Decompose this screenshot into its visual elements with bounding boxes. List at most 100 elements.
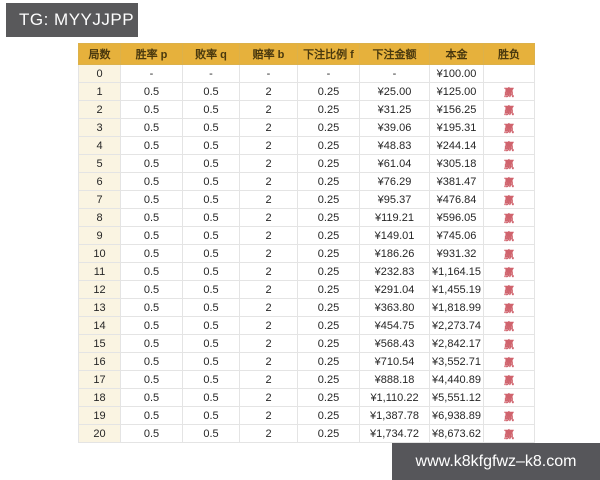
table-cell: 0.25 (297, 298, 360, 317)
table-cell: 0.5 (120, 136, 183, 155)
table-cell: 0.5 (120, 424, 183, 443)
table-row: 6 0.5 0.5 2 0.25 ¥76.29 ¥381.47 赢 (78, 172, 535, 191)
table-cell: 0.25 (297, 226, 360, 245)
table-cell: - (239, 64, 298, 83)
column-header-loss-rate: 败率 q (182, 43, 240, 65)
table-row: 5 0.5 0.5 2 0.25 ¥61.04 ¥305.18 赢 (78, 154, 535, 173)
table-cell: ¥195.31 (429, 118, 484, 137)
table-cell: 0.5 (182, 334, 240, 353)
table-cell: 0.25 (297, 208, 360, 227)
table-cell: ¥39.06 (359, 118, 430, 137)
table-row: 20 0.5 0.5 2 0.25 ¥1,734.72 ¥8,673.62 赢 (78, 424, 535, 443)
table-cell: 0.5 (182, 316, 240, 335)
result-cell: 赢 (483, 82, 535, 101)
round-cell: 9 (78, 226, 121, 245)
round-cell: 5 (78, 154, 121, 173)
header-row: 局数 胜率 p 败率 q 赔率 b 下注比例 f 下注金额 本金 胜负 (78, 43, 535, 65)
table-cell: 2 (239, 154, 298, 173)
table-cell: ¥568.43 (359, 334, 430, 353)
result-cell: 赢 (483, 136, 535, 155)
table-cell: 2 (239, 280, 298, 299)
column-header-principal: 本金 (429, 43, 484, 65)
table-cell: 0.5 (120, 190, 183, 209)
table-cell: 0.5 (182, 352, 240, 371)
table-cell: ¥931.32 (429, 244, 484, 263)
kelly-table: 局数 胜率 p 败率 q 赔率 b 下注比例 f 下注金额 本金 胜负 0---… (78, 43, 535, 443)
table-cell: ¥8,673.62 (429, 424, 484, 443)
column-header-result: 胜负 (483, 43, 535, 65)
table-cell: ¥3,552.71 (429, 352, 484, 371)
table-cell: ¥48.83 (359, 136, 430, 155)
table-row: 10 0.5 0.5 2 0.25 ¥186.26 ¥931.32 赢 (78, 244, 535, 263)
table-cell: ¥4,440.89 (429, 370, 484, 389)
table-cell: ¥305.18 (429, 154, 484, 173)
table-cell: 2 (239, 316, 298, 335)
table-cell: ¥1,455.19 (429, 280, 484, 299)
table-cell: 2 (239, 190, 298, 209)
table-cell: 0.5 (120, 370, 183, 389)
table-cell: ¥2,273.74 (429, 316, 484, 335)
table-cell: 0.5 (182, 190, 240, 209)
table-row: 3 0.5 0.5 2 0.25 ¥39.06 ¥195.31 赢 (78, 118, 535, 137)
round-cell: 8 (78, 208, 121, 227)
round-cell: 12 (78, 280, 121, 299)
round-cell: 7 (78, 190, 121, 209)
table-cell: 0.25 (297, 316, 360, 335)
table-cell: ¥149.01 (359, 226, 430, 245)
table-cell: ¥1,164.15 (429, 262, 484, 281)
table-cell: 0.25 (297, 424, 360, 443)
table-cell: ¥454.75 (359, 316, 430, 335)
table-cell: 0.25 (297, 334, 360, 353)
table-cell: ¥100.00 (429, 64, 484, 83)
table-cell: 0.5 (182, 154, 240, 173)
table-cell: 0.5 (120, 280, 183, 299)
result-cell: 赢 (483, 154, 535, 173)
round-cell: 19 (78, 406, 121, 425)
result-cell: 赢 (483, 316, 535, 335)
table-row: 18 0.5 0.5 2 0.25 ¥1,110.22 ¥5,551.12 赢 (78, 388, 535, 407)
table-cell: ¥1,387.78 (359, 406, 430, 425)
round-cell: 13 (78, 298, 121, 317)
table-row: 12 0.5 0.5 2 0.25 ¥291.04 ¥1,455.19 赢 (78, 280, 535, 299)
round-cell: 20 (78, 424, 121, 443)
table-cell: 0.5 (120, 118, 183, 137)
table-cell: 0.5 (182, 82, 240, 101)
table-cell: 0.5 (182, 226, 240, 245)
table-cell: ¥476.84 (429, 190, 484, 209)
table-cell: 0.25 (297, 280, 360, 299)
table-cell: 0.25 (297, 244, 360, 263)
table-cell: 0.5 (182, 208, 240, 227)
table-cell: 0.5 (120, 298, 183, 317)
table-cell: 2 (239, 82, 298, 101)
result-cell: 赢 (483, 100, 535, 119)
table-cell: 0.5 (120, 208, 183, 227)
table-cell: ¥381.47 (429, 172, 484, 191)
table-cell: 0.5 (182, 118, 240, 137)
table-cell: ¥5,551.12 (429, 388, 484, 407)
result-cell: 赢 (483, 424, 535, 443)
table-cell: 0.5 (120, 154, 183, 173)
table-cell: 2 (239, 298, 298, 317)
round-cell: 17 (78, 370, 121, 389)
table-cell: 2 (239, 118, 298, 137)
table-cell: 0.25 (297, 100, 360, 119)
table-cell: ¥596.05 (429, 208, 484, 227)
table-cell: 2 (239, 334, 298, 353)
table-cell: ¥888.18 (359, 370, 430, 389)
table-cell: ¥25.00 (359, 82, 430, 101)
round-cell: 0 (78, 64, 121, 83)
result-cell: 赢 (483, 406, 535, 425)
result-cell: 赢 (483, 172, 535, 191)
table-cell: ¥710.54 (359, 352, 430, 371)
result-cell: 赢 (483, 226, 535, 245)
telegram-banner: TG: MYYJJPP (6, 3, 138, 37)
table-cell: 0.5 (182, 424, 240, 443)
column-header-win-rate: 胜率 p (120, 43, 183, 65)
table-cell: ¥1,818.99 (429, 298, 484, 317)
table-cell: 0.25 (297, 388, 360, 407)
table-row: 16 0.5 0.5 2 0.25 ¥710.54 ¥3,552.71 赢 (78, 352, 535, 371)
table-row: 17 0.5 0.5 2 0.25 ¥888.18 ¥4,440.89 赢 (78, 370, 535, 389)
table-cell: ¥2,842.17 (429, 334, 484, 353)
table-row: 1 0.5 0.5 2 0.25 ¥25.00 ¥125.00 赢 (78, 82, 535, 101)
table-cell: ¥363.80 (359, 298, 430, 317)
